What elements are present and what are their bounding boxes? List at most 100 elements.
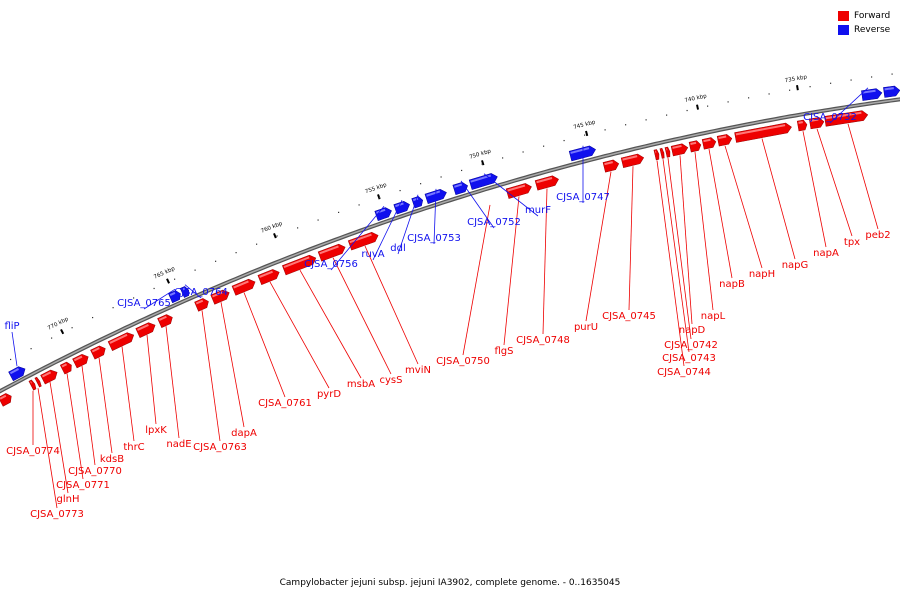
gene-CJSA_0732[interactable] [861,88,883,101]
gene-label-ruvA[interactable]: ruvA [361,249,384,260]
gene-CJSA_0770[interactable] [72,352,91,369]
gene-label-murF[interactable]: murF [525,205,551,216]
gene-label-CJSA_0753[interactable]: CJSA_0753 [407,233,461,244]
gene-CJSA_0748[interactable] [534,174,560,191]
gene-CJSA_0761[interactable] [231,277,257,296]
gene-label-kdsB[interactable]: kdsB [100,454,124,465]
gene-pyrD[interactable] [257,268,281,286]
gene-label-CJSA_0742[interactable]: CJSA_0742 [664,340,718,351]
gene-label-dapA[interactable]: dapA [231,428,257,439]
gene-nadE[interactable] [157,313,175,328]
gene-msbA[interactable] [282,253,317,276]
gene-label-msbA[interactable]: msbA [347,379,375,390]
gene-label-CJSA_0744[interactable]: CJSA_0744 [657,367,711,378]
gene-label-glnH[interactable]: glnH [57,494,80,505]
gene-label-napH[interactable]: napH [749,269,775,280]
gene-fliP[interactable] [8,364,28,382]
gene-CJSA_0742[interactable] [664,146,671,158]
gene-CJSA_0747[interactable] [568,145,597,162]
gene-CJSA_0773[interactable] [34,376,42,388]
gene-label-CJSA_0761[interactable]: CJSA_0761 [258,398,312,409]
gene-cysS[interactable] [317,242,347,262]
gene-label-CJSA_0764[interactable]: CJSA_0764 [174,287,228,298]
gene-label-lpxK[interactable]: lpxK [145,425,167,436]
gene-CJSA_0764[interactable] [179,286,190,298]
tick-mark [166,278,170,284]
tick-label: 770 kbp [47,316,70,332]
gene-label-ddl[interactable]: ddl [390,243,405,254]
gene-CJSA_0774[interactable] [28,379,37,391]
gene-napL[interactable] [688,140,702,153]
gene-CJSA_0744[interactable] [653,149,660,161]
gene-dapA[interactable] [210,288,231,305]
gene-label-napG[interactable]: napG [782,260,809,271]
gene-label-CJSA_0752[interactable]: CJSA_0752 [467,217,521,228]
gene-CJSA_0765[interactable] [168,289,182,304]
gene-label-CJSA_0732[interactable]: CJSA_0732 [803,112,857,123]
gene-label-cysS[interactable]: cysS [380,375,403,386]
gene-label-CJSA_0745[interactable]: CJSA_0745 [602,311,656,322]
tick-mark [273,232,277,239]
gene-tpx[interactable] [808,117,825,130]
gene-napB[interactable] [701,137,717,150]
leader-line [628,166,634,311]
gene-label-CJSA_0756[interactable]: CJSA_0756 [304,259,358,270]
gene-label-CJSA_0748[interactable]: CJSA_0748 [516,335,570,346]
gene-label-CJSA_0774[interactable]: CJSA_0774 [6,446,60,457]
gene-label-purU[interactable]: purU [574,322,598,333]
gene-CJSA_0763[interactable] [194,297,211,312]
gene-label-flgS[interactable]: flgS [495,346,514,357]
gene-label-napB[interactable]: napB [719,279,745,290]
leader-line [98,357,113,454]
gene-CJSA_0771[interactable] [59,361,73,375]
gene-thrC[interactable] [107,330,136,351]
gene-label-CJSA_0747[interactable]: CJSA_0747 [556,192,610,203]
scale-dot [215,260,217,262]
gene-label-napA[interactable]: napA [813,248,839,259]
gene-lpxK[interactable] [135,321,157,338]
scale-dot [338,211,340,213]
gene-offscreen-right[interactable] [883,85,900,98]
gene-label-CJSA_0771[interactable]: CJSA_0771 [56,480,110,491]
gene-label-pyrD[interactable]: pyrD [317,389,341,400]
gene-arrow [602,159,620,173]
gene-label-CJSA_0743[interactable]: CJSA_0743 [662,353,716,364]
gene-label-CJSA_0763[interactable]: CJSA_0763 [193,442,247,453]
gene-murF[interactable] [468,172,499,190]
gene-ddl[interactable] [411,195,425,209]
gene-purU[interactable] [602,159,620,173]
gene-label-CJSA_0750[interactable]: CJSA_0750 [436,356,490,367]
gene-label-thrC[interactable]: thrC [123,442,144,453]
leader-line [299,269,362,379]
gene-arrow [505,183,532,199]
scale-dot [153,287,155,290]
gene-kdsB[interactable] [90,344,108,360]
gene-label-peb2[interactable]: peb2 [865,230,890,241]
gene-napA[interactable] [796,119,808,132]
gene-label-nadE[interactable]: nadE [166,439,191,450]
gene-label-mviN[interactable]: mviN [405,365,431,376]
gene-arrow [568,145,596,162]
gene-napD[interactable] [670,143,689,157]
gene-label-fliP[interactable]: fliP [4,321,19,332]
gene-flgS[interactable] [505,182,533,199]
gene-offscreen-left[interactable] [0,392,14,407]
gene-CJSA_0743[interactable] [659,148,665,159]
gene-label-napD[interactable]: napD [679,325,706,336]
gene-label-CJSA_0773[interactable]: CJSA_0773 [30,509,84,520]
gene-arrow [452,181,468,196]
gene-arrow [411,196,424,209]
tick-label: 765 kbp [153,266,176,281]
gene-napH[interactable] [716,134,733,147]
gene-glnH[interactable] [40,368,60,385]
gene-arrow [135,322,156,338]
gene-CJSA_0745[interactable] [620,153,645,168]
gene-label-CJSA_0765[interactable]: CJSA_0765 [117,298,171,309]
gene-label-CJSA_0770[interactable]: CJSA_0770 [68,466,122,477]
gene-napG[interactable] [734,122,793,143]
gene-label-tpx[interactable]: tpx [844,237,860,248]
gene-CJSA_0752[interactable] [452,181,469,196]
gene-label-napL[interactable]: napL [701,311,726,322]
gene-peb2[interactable] [824,110,869,127]
